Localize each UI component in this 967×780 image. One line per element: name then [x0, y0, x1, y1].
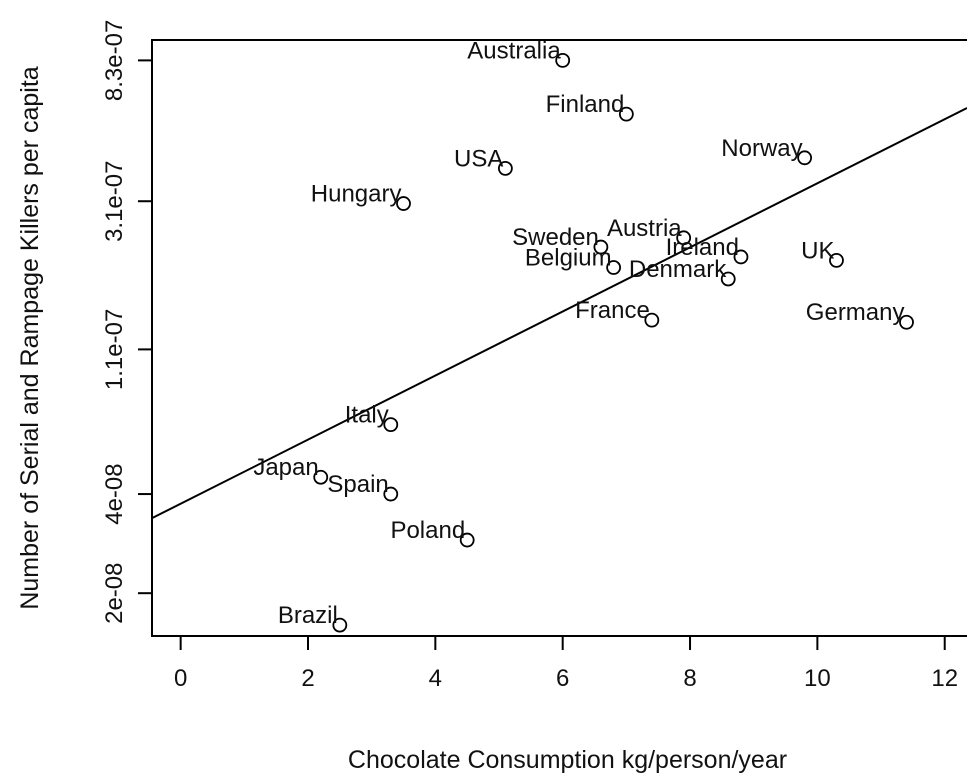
point-label: Hungary — [311, 181, 402, 208]
point-label: Brazil — [278, 602, 338, 629]
x-tick-label: 8 — [683, 665, 696, 692]
y-tick-label: 8.3e-07 — [101, 20, 128, 101]
point-label: Belgium — [525, 245, 612, 272]
y-axis-title: Number of Serial and Rampage Killers per… — [16, 66, 44, 609]
data-point — [720, 271, 736, 287]
point-label: Austria — [607, 215, 682, 242]
data-point — [606, 260, 622, 275]
x-axis-title: Chocolate Consumption kg/person/year — [348, 746, 787, 774]
x-tick-label: 2 — [301, 665, 314, 692]
point-label: Germany — [806, 299, 905, 326]
x-tick-label: 4 — [429, 665, 442, 692]
data-point — [797, 150, 813, 166]
y-tick-label: 2e-08 — [101, 562, 128, 623]
x-tick-label: 6 — [556, 665, 569, 692]
data-point — [332, 617, 348, 633]
y-tick-label: 1.1e-07 — [101, 309, 128, 390]
plot-frame — [151, 39, 967, 637]
point-label: UK — [801, 237, 834, 264]
y-tick-label: 3.1e-07 — [101, 161, 128, 242]
data-point — [593, 239, 609, 255]
point-label: Denmark — [629, 256, 727, 283]
data-point — [459, 532, 475, 548]
x-tick-label: 0 — [174, 665, 187, 692]
data-point — [383, 486, 399, 502]
data-point — [676, 230, 692, 246]
point-label: Italy — [345, 402, 389, 429]
point-label: Ireland — [666, 234, 739, 261]
data-point — [383, 417, 399, 433]
data-point — [497, 160, 513, 176]
data-point — [899, 314, 914, 330]
data-point — [829, 252, 844, 268]
point-label: France — [575, 297, 650, 324]
data-point — [555, 52, 571, 68]
data-point — [618, 106, 634, 122]
axes: 0 2 4 6 8 10 12 2e-08 4e-08 1.1e-07 3.1e-07 8.3e-07 — [101, 20, 967, 692]
data-points: Australia Finland USA Norway Hungary Austria S… — [253, 37, 914, 633]
data-point — [644, 312, 660, 328]
point-label: Finland — [546, 91, 625, 118]
point-label: Japan — [253, 454, 318, 481]
data-point — [396, 196, 411, 211]
point-label: Sweden — [512, 224, 599, 251]
y-tick-label: 4e-08 — [101, 463, 128, 524]
data-point — [313, 469, 329, 485]
point-label: Spain — [327, 471, 388, 498]
axis-labels: Chocolate Consumption kg/person/year Num… — [16, 66, 787, 774]
point-label: Australia — [467, 37, 561, 64]
x-tick-label: 10 — [804, 665, 831, 692]
data-point — [733, 249, 749, 265]
point-label: Poland — [390, 517, 465, 544]
point-label: Norway — [721, 135, 802, 162]
regression-line — [151, 107, 967, 520]
point-label: USA — [454, 145, 503, 172]
x-tick-label: 12 — [931, 665, 958, 692]
